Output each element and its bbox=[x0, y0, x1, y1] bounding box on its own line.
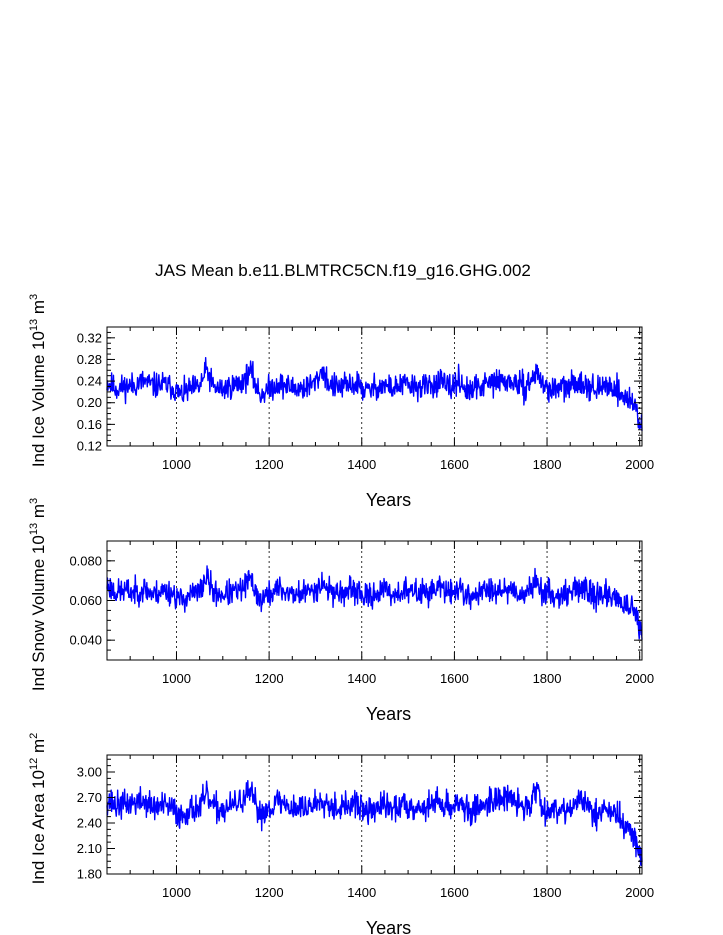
ice-volume-y-axis-label: Ind Ice Volume 1013 m3 bbox=[28, 294, 48, 467]
ice-volume-x-tick-label: 1600 bbox=[440, 457, 469, 472]
ice-volume-y-tick-label: 0.28 bbox=[77, 352, 102, 367]
snow-volume-x-tick-label: 1400 bbox=[347, 671, 376, 686]
ice-area-x-tick-label: 1800 bbox=[533, 885, 562, 900]
ice-volume-y-tick-label: 0.16 bbox=[77, 417, 102, 432]
figure-title: JAS Mean b.e11.BLMTRC5CN.f19_g16.GHG.002 bbox=[155, 261, 531, 280]
ice-volume-x-tick-label: 1400 bbox=[347, 457, 376, 472]
ice-volume-x-tick-label: 1000 bbox=[162, 457, 191, 472]
snow-volume-x-tick-label: 1600 bbox=[440, 671, 469, 686]
snow-volume-panel: 1000 1200 1400 1600 1800 2000 0.040 0.060 0.080 Y… bbox=[28, 498, 654, 724]
ice-area-x-tick-label: 1200 bbox=[255, 885, 284, 900]
ice-volume-y-tick-label: 0.12 bbox=[77, 439, 102, 454]
ice-area-y-tick-label: 2.10 bbox=[77, 841, 102, 856]
ice-area-y-tick-label: 2.70 bbox=[77, 790, 102, 805]
ice-area-y-tick-label: 1.80 bbox=[77, 867, 102, 882]
ice-volume-series-line bbox=[106, 356, 643, 431]
ice-area-plot-frame bbox=[106, 754, 643, 875]
ice-volume-y-tick-label: 0.24 bbox=[77, 374, 102, 389]
ice-area-y-tick-label: 2.40 bbox=[77, 816, 102, 831]
ice-volume-panel: 1000 1200 1400 1600 1800 2000 0.12 0.16 0.20 0.24… bbox=[28, 294, 654, 510]
ice-volume-y-tick-label: 0.20 bbox=[77, 395, 102, 410]
snow-volume-x-tick-label: 1800 bbox=[533, 671, 562, 686]
ice-area-y-tick-label: 3.00 bbox=[77, 765, 102, 780]
ice-area-y-axis-label: Ind Ice Area 1012 m2 bbox=[28, 733, 48, 885]
snow-volume-y-tick-label: 0.040 bbox=[69, 633, 102, 648]
snow-volume-y-axis-label: Ind Snow Volume 1013 m3 bbox=[28, 498, 48, 691]
ice-area-x-tick-label: 2000 bbox=[625, 885, 654, 900]
snow-volume-x-tick-label: 1200 bbox=[255, 671, 284, 686]
ice-volume-x-tick-label: 1200 bbox=[255, 457, 284, 472]
ice-volume-x-axis-label: Years bbox=[366, 490, 411, 510]
snow-volume-y-tick-label: 0.060 bbox=[69, 593, 102, 608]
ice-area-x-tick-label: 1600 bbox=[440, 885, 469, 900]
snow-volume-x-axis-label: Years bbox=[366, 704, 411, 724]
ice-volume-y-tick-label: 0.32 bbox=[77, 330, 102, 345]
snow-volume-y-tick-label: 0.080 bbox=[69, 553, 102, 568]
ice-volume-x-tick-label: 1800 bbox=[533, 457, 562, 472]
ice-area-x-tick-label: 1000 bbox=[162, 885, 191, 900]
snow-volume-x-tick-label: 2000 bbox=[625, 671, 654, 686]
ice-volume-x-tick-label: 2000 bbox=[625, 457, 654, 472]
ice-area-panel: 1000 1200 1400 1600 1800 2000 1.80 2.10 2.40 2.70… bbox=[28, 733, 654, 935]
ice-area-x-tick-label: 1400 bbox=[347, 885, 376, 900]
ice-area-x-axis-label: Years bbox=[366, 918, 411, 935]
snow-volume-series-line bbox=[106, 565, 643, 640]
snow-volume-x-tick-label: 1000 bbox=[162, 671, 191, 686]
ice-area-series-line bbox=[106, 779, 643, 867]
